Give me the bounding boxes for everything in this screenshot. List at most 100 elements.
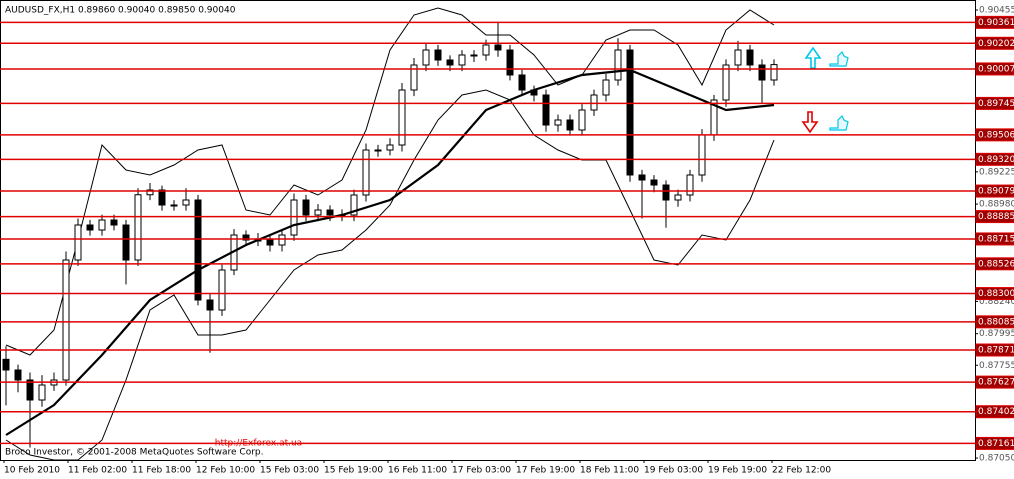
y-tick-label: 0.87995 bbox=[979, 329, 1014, 339]
x-tick-label: 19 Feb 03:00 bbox=[644, 466, 703, 476]
candle-body bbox=[86, 224, 94, 231]
candle-body bbox=[590, 94, 598, 111]
level-label-box bbox=[975, 184, 1014, 198]
candle-body bbox=[458, 54, 466, 66]
candle-body bbox=[482, 44, 490, 56]
x-tick-label: 19 Feb 19:00 bbox=[708, 466, 767, 476]
candle-body bbox=[386, 144, 394, 151]
down-arrow-icon bbox=[801, 111, 819, 134]
candle-body bbox=[398, 89, 406, 146]
candle-body bbox=[734, 49, 742, 66]
candle-body bbox=[746, 49, 754, 66]
candle-body bbox=[698, 134, 706, 176]
x-tick-label: 15 Feb 03:00 bbox=[260, 466, 319, 476]
moving-average bbox=[5, 68, 775, 436]
candle-body bbox=[506, 49, 514, 76]
level-label-box bbox=[975, 375, 1014, 389]
candle-body bbox=[146, 189, 154, 196]
x-tick-label: 12 Feb 10:00 bbox=[196, 466, 255, 476]
level-label: 0.88885 bbox=[978, 212, 1014, 222]
candle-body bbox=[326, 209, 334, 216]
level-label: 0.87871 bbox=[978, 346, 1014, 356]
candle-body bbox=[350, 194, 358, 216]
y-tick-label: 0.90455 bbox=[979, 6, 1014, 16]
level-label-box bbox=[975, 96, 1014, 110]
candle-body bbox=[26, 379, 34, 401]
level-label: 0.88300 bbox=[978, 289, 1014, 299]
candle-body bbox=[650, 179, 658, 186]
candle-body bbox=[578, 109, 586, 131]
x-tick-label: 10 Feb 2010 bbox=[4, 466, 60, 476]
candle-body bbox=[266, 239, 274, 246]
level-label-box bbox=[975, 62, 1014, 76]
x-tick-label: 16 Feb 11:00 bbox=[388, 466, 447, 476]
candle-body bbox=[110, 219, 118, 226]
footer: Broco Investor, © 2001-2008 MetaQuotes S… bbox=[5, 448, 264, 458]
candle-body bbox=[722, 64, 730, 101]
y-tick-label: 0.88240 bbox=[979, 297, 1014, 307]
candle-body bbox=[134, 194, 142, 261]
level-label: 0.90202 bbox=[978, 39, 1014, 49]
level-label: 0.88715 bbox=[978, 234, 1014, 244]
candle-body bbox=[62, 259, 70, 381]
level-label: 0.90361 bbox=[978, 18, 1014, 28]
candle-body bbox=[122, 224, 130, 261]
candle-body bbox=[206, 299, 214, 311]
level-label: 0.87402 bbox=[978, 407, 1014, 417]
candle-body bbox=[14, 369, 22, 381]
candle-body bbox=[362, 149, 370, 196]
level-label-box bbox=[975, 128, 1014, 142]
level-label: 0.87161 bbox=[978, 439, 1014, 449]
level-label-box bbox=[975, 315, 1014, 329]
x-tick-label: 18 Feb 11:00 bbox=[580, 466, 639, 476]
level-label: 0.88085 bbox=[978, 317, 1014, 327]
candle-body bbox=[2, 358, 10, 371]
level-label-box bbox=[975, 287, 1014, 301]
candle-body bbox=[638, 174, 646, 181]
level-label: 0.89320 bbox=[978, 155, 1014, 165]
candle-body bbox=[158, 189, 166, 206]
candle-body bbox=[98, 219, 106, 231]
candle-body bbox=[494, 44, 502, 51]
candle-body bbox=[470, 54, 478, 57]
level-label-box bbox=[975, 436, 1014, 450]
chart-title: AUDUSD_FX,H1 0.89860 0.90040 0.89850 0.9… bbox=[5, 6, 236, 16]
candle-body bbox=[614, 49, 622, 81]
level-label-box bbox=[975, 210, 1014, 224]
x-tick-label: 11 Feb 18:00 bbox=[132, 466, 191, 476]
candle-body bbox=[602, 79, 610, 96]
candle-body bbox=[446, 59, 454, 66]
level-label: 0.89745 bbox=[978, 99, 1014, 109]
level-label-box bbox=[975, 36, 1014, 50]
candle-body bbox=[686, 174, 694, 196]
candle-body bbox=[182, 199, 190, 206]
bollinger-upper bbox=[5, 7, 775, 356]
candle-body bbox=[374, 149, 382, 152]
candle-body bbox=[290, 199, 298, 236]
level-label-box bbox=[975, 232, 1014, 246]
candle-body bbox=[170, 204, 178, 207]
x-tick-label: 15 Feb 19:00 bbox=[324, 466, 383, 476]
level-label-box bbox=[975, 405, 1014, 419]
candle-body bbox=[278, 234, 286, 246]
level-label-box bbox=[975, 257, 1014, 271]
candle-body bbox=[662, 184, 670, 201]
x-tick-label: 17 Feb 19:00 bbox=[516, 466, 575, 476]
bollinger-lower bbox=[5, 89, 775, 461]
level-label-box bbox=[975, 343, 1014, 357]
hand-icon bbox=[829, 114, 849, 131]
x-tick-label: 11 Feb 02:00 bbox=[68, 466, 127, 476]
level-label: 0.90007 bbox=[978, 64, 1014, 74]
hand-icon bbox=[829, 50, 849, 67]
candle-body bbox=[302, 199, 310, 216]
y-tick-label: 0.89225 bbox=[979, 167, 1014, 177]
candle-body bbox=[674, 194, 682, 201]
candle-body bbox=[410, 64, 418, 91]
candle-body bbox=[242, 234, 250, 241]
y-tick-label: 0.87050 bbox=[979, 454, 1014, 464]
candle-body bbox=[626, 49, 634, 176]
level-label: 0.89079 bbox=[978, 187, 1014, 197]
up-arrow-icon bbox=[804, 46, 822, 69]
plot-frame bbox=[0, 0, 976, 461]
